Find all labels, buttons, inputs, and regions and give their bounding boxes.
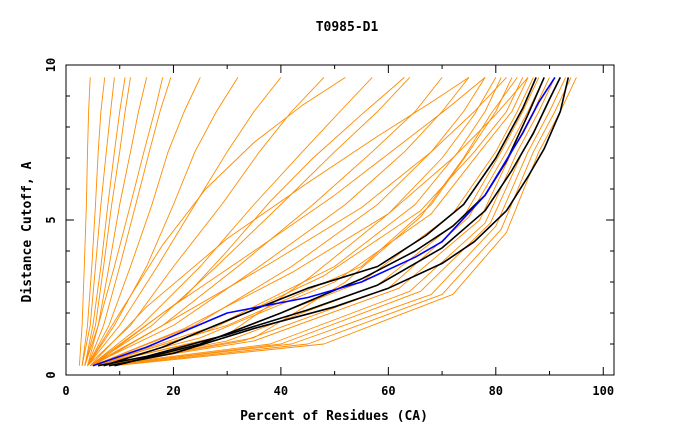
series-line-model-33	[87, 77, 346, 366]
series-line-black-3	[103, 77, 537, 367]
series-line-model-18	[92, 77, 524, 367]
x-tick-label-40: 40	[274, 384, 288, 398]
series-line-model-15	[92, 77, 486, 367]
series-line-model-07	[87, 77, 201, 366]
series-line-model-08	[87, 77, 239, 366]
series-line-model-29	[92, 77, 507, 367]
series-line-model-02	[81, 77, 106, 366]
series-line-model-09	[87, 77, 282, 366]
y-tick-label-10: 10	[44, 58, 58, 72]
series-line-model-26	[103, 77, 567, 367]
series-line-model-01	[78, 77, 91, 366]
x-tick-label-60: 60	[381, 384, 395, 398]
x-tick-label-100: 100	[592, 384, 614, 398]
series-line-model-10	[87, 77, 325, 367]
series-line-black-1	[108, 77, 570, 367]
series-line-model-06	[87, 77, 172, 366]
series-line-black-4	[114, 77, 545, 367]
series-line-model-12	[89, 77, 411, 367]
series-line-model-31	[89, 77, 470, 367]
series-layer	[78, 76, 577, 367]
series-line-model-14	[90, 77, 470, 367]
y-tick-label-5: 5	[44, 216, 58, 223]
chart-title: T0985-D1	[316, 20, 379, 35]
x-axis-label: Percent of Residues (CA)	[240, 409, 428, 424]
series-line-model-11	[89, 77, 373, 367]
series-line-model-19	[92, 77, 529, 367]
series-line-model-22	[98, 77, 545, 367]
series-line-model-37	[98, 77, 518, 367]
series-line-model-32	[89, 77, 405, 367]
series-line-black-2	[98, 77, 562, 367]
y-axis-label: Distance Cutoff, A	[20, 161, 35, 302]
tick-layer: 0 20 40 60 80 100 0 5 10	[44, 58, 614, 398]
x-tick-label-0: 0	[62, 384, 69, 398]
series-line-model-20	[92, 77, 534, 367]
series-line-model-38	[92, 77, 529, 367]
series-line-model-04	[84, 77, 131, 366]
series-line-model-17	[92, 77, 513, 367]
series-line-model-03	[81, 77, 115, 366]
series-line-model-28	[114, 77, 577, 367]
series-line-model-24	[98, 77, 556, 367]
x-tick-label-20: 20	[166, 384, 180, 398]
series-line-model-35	[84, 77, 126, 366]
series-line-model-34	[87, 77, 164, 366]
x-tick-label-80: 80	[489, 384, 503, 398]
series-line-best-blue	[92, 76, 556, 367]
y-tick-label-0: 0	[44, 371, 58, 378]
series-line-model-27	[108, 77, 572, 367]
